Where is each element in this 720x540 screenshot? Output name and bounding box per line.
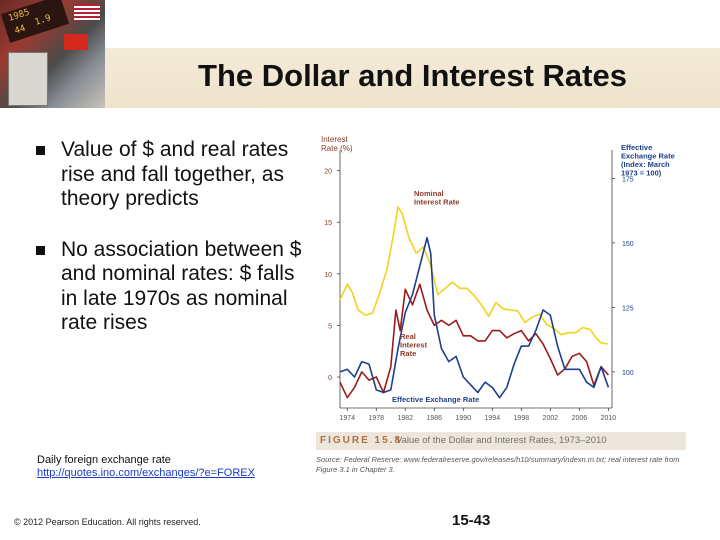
x-tick-label: 2002	[543, 415, 559, 422]
exchange-rate-line	[339, 236, 610, 399]
x-tick-label: 1978	[368, 415, 384, 422]
forex-note: Daily foreign exchange rate http://quote…	[37, 454, 255, 480]
real-rate-annotation: Real Interest Rate	[400, 332, 428, 358]
x-tick-label: 2010	[601, 415, 617, 422]
exchange-rate-annotation: Effective Exchange Rate	[392, 395, 479, 404]
header-photo: 1985 1.9 44	[0, 0, 105, 108]
right-tick-label: 150	[622, 241, 634, 248]
header-band	[105, 48, 720, 108]
x-tick-label: 1994	[485, 415, 501, 422]
chart-lines	[339, 206, 610, 399]
left-tick-label: 15	[324, 220, 332, 227]
bullet-item: Value of $ and real rates rise and fall …	[36, 138, 306, 212]
right-tick-label: 125	[622, 305, 634, 312]
left-tick-label: 10	[324, 272, 332, 279]
board-digits-c: 44	[13, 23, 27, 37]
forex-note-text: Daily foreign exchange rate	[37, 454, 171, 466]
bullet-text: No association between $ and nominal rat…	[61, 237, 302, 335]
square-bullet-icon	[36, 146, 45, 155]
page-number: 15-43	[452, 512, 491, 529]
nominal-rate-line	[339, 206, 609, 345]
x-tick-label: 1974	[339, 415, 355, 422]
real-rate-line	[339, 283, 610, 399]
forex-link[interactable]: http://quotes.ino.com/exchanges/?e=FOREX	[37, 467, 255, 479]
x-tick-label: 2006	[572, 415, 588, 422]
square-bullet-icon	[36, 245, 45, 255]
figure-label: FIGURE 15.8	[320, 435, 403, 446]
right-tick-label: 100	[622, 370, 634, 377]
building-image	[8, 52, 48, 106]
right-tick-label: 175	[622, 176, 634, 183]
x-tick-label: 1998	[514, 415, 530, 422]
bullet-item: No association between $ and nominal rat…	[36, 238, 306, 336]
nominal-rate-annotation: Nominal Interest Rate	[414, 189, 459, 207]
copyright: © 2012 Pearson Education. All rights res…	[14, 517, 201, 527]
page-title: The Dollar and Interest Rates	[198, 58, 627, 93]
left-tick-label: 5	[328, 323, 332, 330]
x-tick-label: 1982	[397, 415, 413, 422]
china-flag-icon	[64, 34, 88, 50]
exchange-rate-board: 1985 1.9 44	[0, 0, 70, 43]
board-digits-a: 1985	[7, 7, 31, 24]
bullet-list: Value of $ and real rates rise and fall …	[36, 138, 306, 362]
bullet-text: Value of $ and real rates rise and fall …	[61, 138, 289, 210]
footer	[0, 500, 720, 540]
figure-caption-bar: FIGURE 15.8 Value of the Dollar and Inte…	[316, 432, 686, 450]
dollar-interest-chart: 0 5 10 15 20 100 125 150 175 1974 1978 1982 1986 1990…	[321, 135, 675, 422]
x-tick-label: 1986	[427, 415, 443, 422]
us-flag-icon	[74, 4, 100, 20]
right-axis-label: Effective Exchange Rate (Index: March 1973 …	[621, 143, 675, 178]
left-axis-label: Interest Rate (%)	[321, 135, 353, 153]
board-digits-b: 1.9	[33, 13, 53, 28]
x-tick-label: 1990	[456, 415, 472, 422]
left-tick-label: 20	[324, 169, 332, 176]
left-tick-label: 0	[328, 375, 332, 382]
figure-caption: Value of the Dollar and Interest Rates, …	[396, 435, 607, 446]
figure-source: Source: Federal Reserve: www.federalrese…	[316, 455, 680, 474]
chart-labels: Interest Rate (%) Effective Exchange Rate(…	[321, 135, 675, 404]
chart-axes: 0 5 10 15 20 100 125 150 175 1974 1978 1982 1986 1990…	[324, 150, 634, 422]
